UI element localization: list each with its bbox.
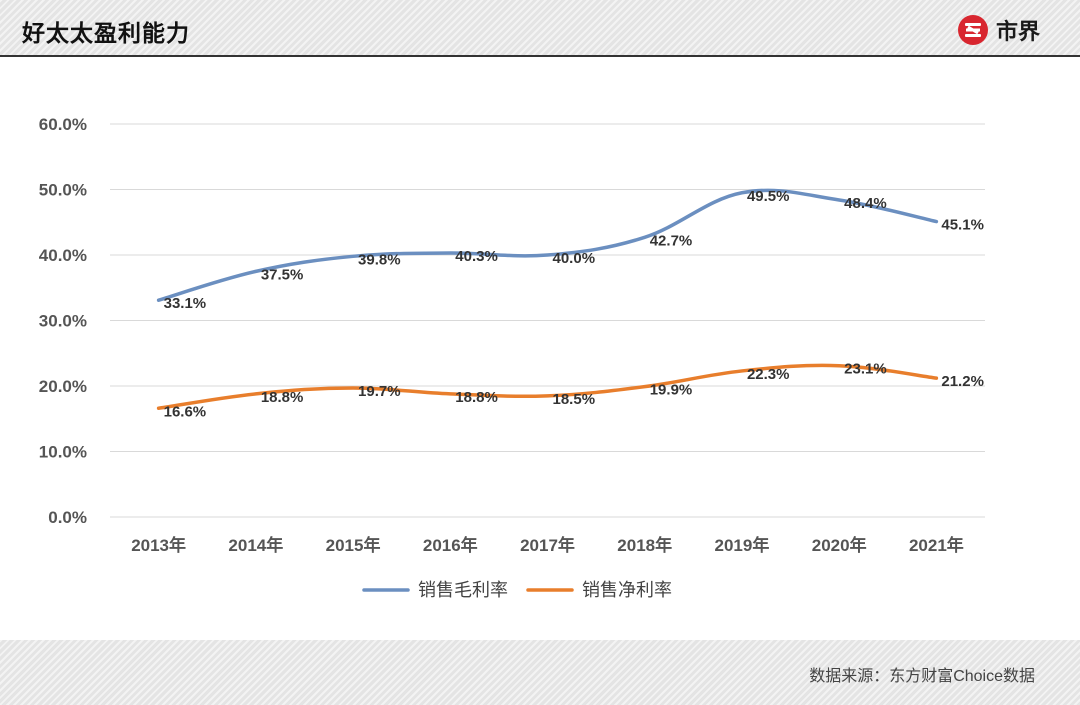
x-tick-label: 2016年 bbox=[423, 535, 478, 555]
data-label: 40.0% bbox=[553, 250, 596, 267]
x-tick-label: 2018年 bbox=[617, 535, 672, 555]
chart-legend: 销售毛利率 销售净利率 bbox=[362, 580, 672, 600]
x-tick-label: 2014年 bbox=[228, 535, 283, 555]
brand-logo-icon bbox=[957, 15, 988, 45]
data-label: 22.3% bbox=[747, 366, 790, 383]
y-tick-label: 30.0% bbox=[39, 312, 87, 331]
data-label: 16.6% bbox=[164, 403, 207, 420]
data-label: 37.5% bbox=[261, 266, 304, 283]
legend-label: 销售净利率 bbox=[582, 580, 672, 600]
y-tick-label: 40.0% bbox=[39, 246, 87, 265]
data-label: 23.1% bbox=[844, 361, 887, 378]
x-tick-label: 2015年 bbox=[326, 535, 381, 555]
data-label: 19.9% bbox=[650, 382, 693, 399]
y-tick-label: 50.0% bbox=[39, 181, 87, 200]
series-line-gross-margin bbox=[156, 188, 939, 302]
data-label: 18.8% bbox=[261, 389, 304, 406]
y-tick-label: 60.0% bbox=[39, 115, 87, 134]
data-label: 18.8% bbox=[455, 389, 498, 406]
y-axis-tick-labels: 0.0% 10.0% 20.0% 30.0% 40.0% 50.0% 60.0% bbox=[39, 115, 87, 527]
chart-series bbox=[156, 188, 939, 411]
legend-label: 销售毛利率 bbox=[418, 580, 508, 600]
x-tick-label: 2019年 bbox=[715, 535, 770, 555]
header-bar: 好太太盈利能力 市界 bbox=[0, 0, 1080, 57]
y-tick-label: 10.0% bbox=[39, 443, 87, 462]
data-label: 40.3% bbox=[455, 248, 498, 265]
data-label: 42.7% bbox=[650, 232, 693, 249]
page-title: 好太太盈利能力 bbox=[22, 20, 190, 46]
x-tick-label: 2021年 bbox=[909, 535, 964, 555]
data-label: 48.4% bbox=[844, 195, 887, 212]
data-label: 19.7% bbox=[358, 383, 401, 400]
y-tick-label: 20.0% bbox=[39, 377, 87, 396]
x-tick-label: 2020年 bbox=[812, 535, 867, 555]
chart-data-labels: 33.1% 37.5% 39.8% 40.3% 40.0% 42.7% 49.5% 48.4%… bbox=[164, 188, 984, 420]
y-tick-label: 0.0% bbox=[48, 508, 87, 527]
data-label: 18.5% bbox=[553, 391, 596, 408]
data-label: 39.8% bbox=[358, 251, 401, 268]
line-chart: 0.0% 10.0% 20.0% 30.0% 40.0% 50.0% 60.0% 2013年… bbox=[39, 115, 985, 600]
series-line-net-margin bbox=[156, 363, 939, 411]
chart-gridlines bbox=[110, 123, 985, 518]
brand-logo: 市界 bbox=[956, 13, 1040, 47]
x-tick-label: 2013年 bbox=[131, 535, 186, 555]
data-source-note: 数据来源：东方财富Choice数据 bbox=[809, 668, 1035, 685]
footer-bar: 数据来源：东方财富Choice数据 bbox=[0, 640, 1080, 705]
data-label: 33.1% bbox=[164, 295, 207, 312]
data-label: 49.5% bbox=[747, 188, 790, 205]
data-label: 21.2% bbox=[941, 373, 984, 390]
x-tick-label: 2017年 bbox=[520, 535, 575, 555]
brand-logo-text: 市界 bbox=[995, 19, 1040, 44]
x-axis-tick-labels: 2013年 2014年 2015年 2016年 2017年 2018年 2019年 2020年… bbox=[131, 535, 964, 555]
data-label: 45.1% bbox=[941, 217, 984, 234]
